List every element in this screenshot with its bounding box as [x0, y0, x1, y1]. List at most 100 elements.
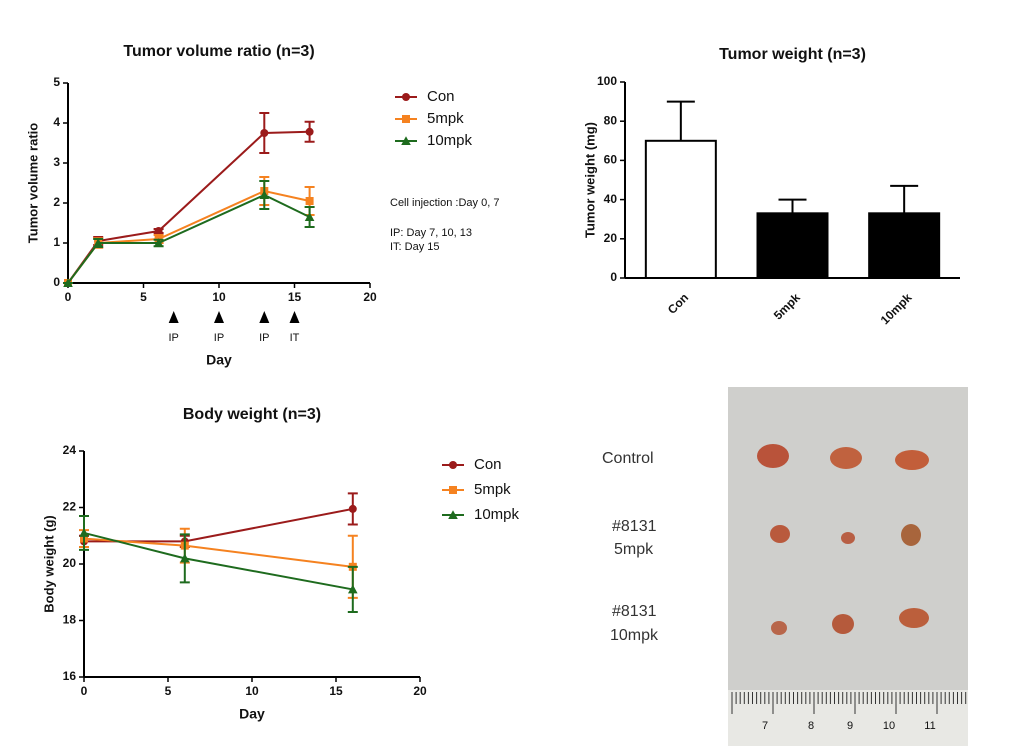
tumor	[830, 447, 862, 469]
legend-label: 10mpk	[427, 132, 473, 149]
legend-marker	[402, 93, 410, 101]
x-tick-label: 20	[413, 684, 427, 698]
y-tick-label: 20	[604, 231, 618, 245]
legend-label: Con	[474, 456, 502, 473]
photo-label: 5mpk	[614, 541, 654, 558]
marker	[305, 197, 314, 205]
x-tick-label: 15	[288, 290, 302, 304]
marker	[260, 129, 269, 137]
series-line	[67, 189, 310, 284]
x-tick-label: 5mpk	[771, 290, 803, 322]
marker	[93, 238, 103, 247]
y-tick-label: 5	[53, 75, 60, 89]
y-tick-label: 0	[53, 275, 60, 289]
marker	[63, 278, 73, 287]
x-tick-label: 5	[140, 290, 147, 304]
y-tick-label: 18	[63, 613, 77, 627]
photo-label: #8131	[612, 603, 657, 620]
y-tick-label: 4	[53, 115, 60, 129]
legend-marker	[402, 115, 410, 123]
x-axis-label: Day	[239, 706, 265, 722]
arrow-label: IP	[214, 332, 224, 344]
legend-label: 10mpk	[474, 506, 520, 523]
y-tick-label: 22	[63, 500, 77, 514]
legend-marker	[401, 136, 411, 145]
y-tick-label: 3	[53, 155, 60, 169]
note: IP: Day 7, 10, 13	[390, 227, 472, 239]
bar	[868, 212, 941, 280]
legend-marker	[448, 510, 458, 519]
y-tick-label: 24	[63, 443, 77, 457]
tumor	[901, 524, 921, 546]
arrow	[289, 311, 300, 323]
note: Cell injection :Day 0, 7	[390, 197, 499, 209]
legend-label: 5mpk	[474, 481, 511, 498]
arrow	[259, 311, 270, 323]
ruler-label: 9	[847, 720, 853, 732]
ruler-label: 10	[883, 720, 895, 732]
note: IT: Day 15	[390, 241, 440, 253]
bar	[644, 139, 717, 279]
photo-label: Control	[602, 450, 654, 467]
arrow	[214, 311, 224, 323]
marker	[305, 127, 314, 136]
y-tick-label: 60	[604, 153, 618, 167]
tumor	[895, 450, 929, 470]
arrow-label: IP	[168, 332, 178, 344]
marker	[79, 528, 89, 537]
marker	[153, 238, 164, 247]
y-tick-label: 1	[53, 235, 60, 249]
ruler-ticks	[731, 692, 967, 714]
ruler	[728, 690, 968, 746]
x-axis-label: Day	[206, 352, 232, 368]
legend-label: Con	[427, 88, 455, 105]
marker	[348, 504, 357, 513]
tumor	[832, 614, 854, 634]
chart-title: Tumor volume ratio (n=3)	[123, 43, 314, 60]
tumor	[771, 621, 787, 635]
error-bar	[890, 184, 919, 214]
photo-label: 10mpk	[610, 627, 659, 644]
marker	[259, 190, 270, 199]
arrow	[168, 311, 179, 323]
photo: Control #8131 5mpk #8131 10mpk 7 8 9 10 …	[602, 387, 968, 746]
bar	[756, 212, 829, 280]
y-tick-label: 2	[53, 195, 60, 209]
x-tick-label: Con	[665, 290, 691, 316]
y-axis-label: Body weight (g)	[41, 515, 56, 613]
y-tick-label: 16	[63, 669, 77, 683]
error-bar	[666, 100, 695, 141]
ruler-label: 8	[808, 720, 814, 732]
tumor	[841, 532, 855, 544]
legend-marker	[449, 486, 457, 494]
chart-title: Body weight (n=3)	[183, 406, 321, 423]
marker	[180, 553, 190, 563]
marker	[154, 227, 163, 235]
legend-label: 5mpk	[427, 110, 464, 127]
series-line	[84, 507, 353, 543]
ruler-label: 11	[924, 720, 935, 732]
ruler-label: 7	[762, 720, 768, 732]
tumor	[757, 444, 789, 468]
x-tick-label: 15	[329, 684, 343, 698]
arrow-label: IT	[290, 332, 300, 344]
tumor	[899, 608, 929, 628]
x-tick-label: 10	[245, 684, 259, 698]
legend-marker	[449, 461, 457, 469]
x-tick-label: 0	[65, 290, 72, 304]
x-tick-label: 5	[165, 684, 172, 698]
x-tick-label: 20	[363, 290, 377, 304]
marker	[304, 212, 315, 221]
tumor	[770, 525, 790, 543]
y-tick-label: 80	[604, 113, 618, 127]
photo-label: #8131	[612, 518, 657, 535]
y-tick-label: 40	[604, 192, 618, 206]
y-axis-label: Tumor volume ratio	[25, 123, 40, 243]
marker	[348, 584, 358, 594]
error-bar	[778, 198, 807, 214]
chart-title: Tumor weight (n=3)	[719, 46, 866, 63]
y-axis-label: Tumor weight (mg)	[582, 122, 597, 238]
y-tick-label: 20	[63, 556, 77, 570]
series-line	[67, 130, 310, 284]
arrow-label: IP	[259, 332, 269, 344]
